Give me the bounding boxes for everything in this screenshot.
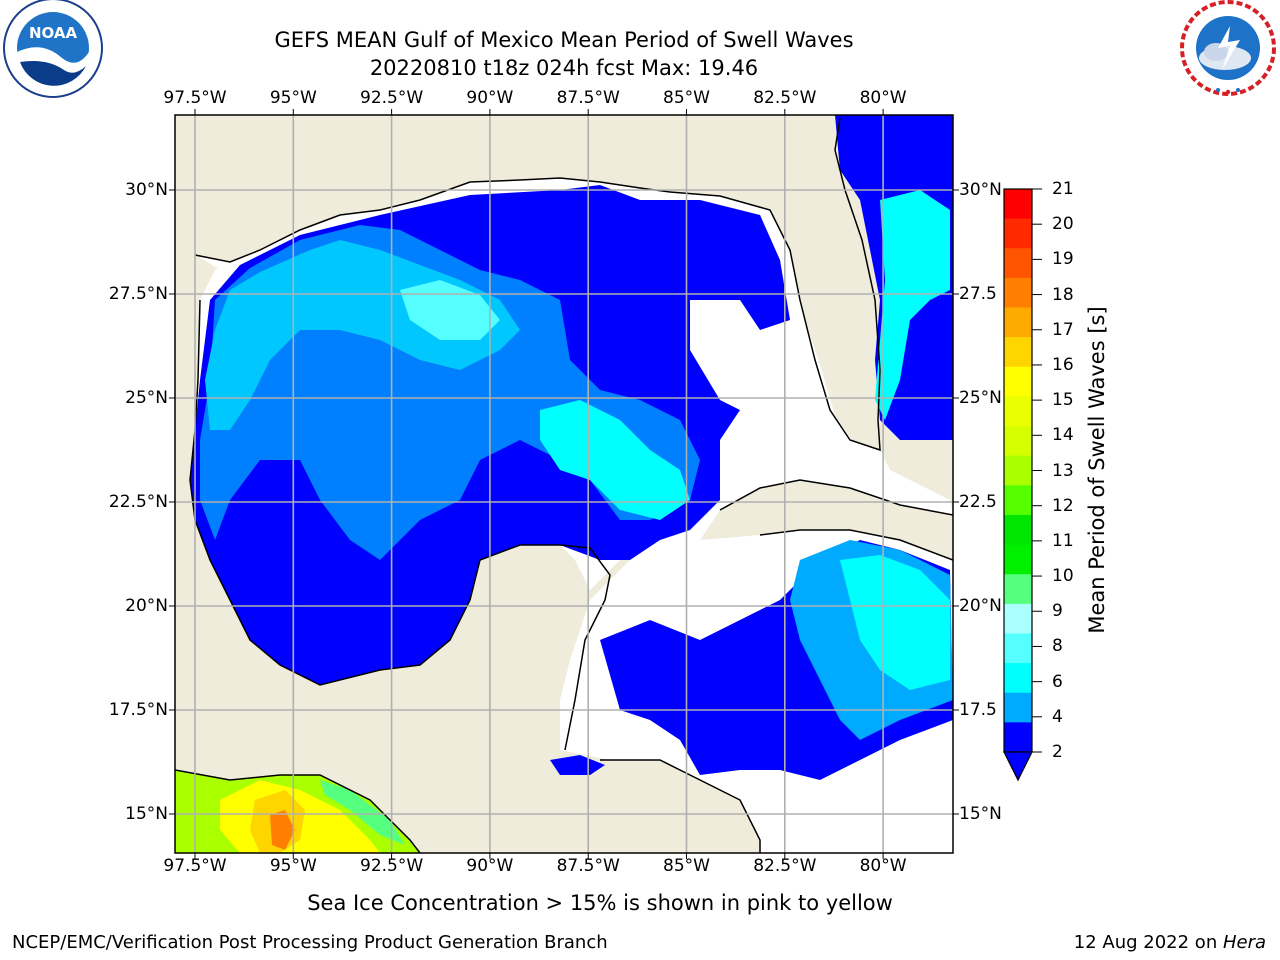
colorbar-tick-label: 20 (1052, 214, 1074, 235)
colorbar-tick-label: 16 (1052, 354, 1074, 375)
lat-tick-label-right: 25°N (959, 388, 1002, 408)
coastline-gulf (194, 117, 881, 452)
colorbar-segment (1004, 307, 1032, 338)
lon-tick-label-bottom: 92.5°W (360, 856, 424, 876)
lon-tick-label-bottom: 90°W (466, 856, 514, 876)
lon-tick-label-bottom: 82.5°W (753, 856, 817, 876)
swell-zone-caribbean-core (840, 555, 950, 690)
lon-tick-label-top: 90°W (466, 88, 514, 108)
colorbar-tick-label: 6 (1052, 671, 1063, 692)
colorbar-segment (1004, 218, 1032, 249)
colorbar-segment (1004, 663, 1032, 694)
lon-tick-label-bottom: 95°W (269, 856, 317, 876)
colorbar-segment (1004, 633, 1032, 664)
lon-tick-label-bottom: 80°W (859, 856, 907, 876)
lon-tick-label-top: 80°W (859, 88, 907, 108)
colorbar-tick-label: 11 (1052, 530, 1074, 551)
coastline-hispaniola (759, 529, 953, 561)
coastline-mexico (189, 299, 611, 751)
colorbar-segment (1004, 366, 1032, 397)
lat-tick-label-right: 30°N (959, 180, 1002, 200)
lat-tick-label-right: 20°N (959, 596, 1002, 616)
colorbar-segment (1004, 514, 1032, 546)
footer-branch: NCEP/EMC/Verification Post Processing Pr… (12, 932, 608, 953)
colorbar-tick-label: 14 (1052, 425, 1074, 446)
colorbar-segment (1004, 574, 1032, 605)
sea-ice-note: Sea Ice Concentration > 15% is shown in … (307, 891, 893, 915)
colorbar-extend-arrow (1003, 751, 1033, 782)
colorbar-label: Mean Period of Swell Waves [s] (1085, 306, 1109, 634)
lat-tick-label-left: 20°N (125, 596, 168, 616)
lat-tick-label-right: 22.5 (959, 492, 997, 512)
colorbar-segment (1004, 248, 1032, 279)
lon-tick-label-top: 82.5°W (753, 88, 817, 108)
chart-subtitle: 20220810 t18z 024h fcst Max: 19.46 (369, 56, 759, 80)
colorbar-segment (1004, 189, 1032, 220)
colorbar-segment (1004, 485, 1032, 516)
colorbar-tick-label: 9 (1052, 601, 1063, 622)
lat-tick-label-left: 15°N (125, 804, 168, 824)
colorbar-segment (1004, 455, 1032, 486)
lat-tick-label-left: 25°N (125, 388, 168, 408)
colorbar-segment (1004, 277, 1032, 309)
colorbar-tick-label: 21 (1052, 179, 1074, 199)
colorbar-tick-label: 4 (1052, 706, 1063, 727)
footer-date: 12 Aug 2022 on Hera (1074, 932, 1266, 953)
lon-tick-label-top: 92.5°W (360, 88, 424, 108)
colorbar-tick-label: 10 (1052, 566, 1074, 587)
lat-tick-label-left: 17.5°N (108, 700, 168, 720)
swell-zone-pacific-edge (320, 780, 405, 845)
colorbar-segment (1004, 426, 1032, 457)
lon-tick-label-bottom: 85°W (663, 856, 710, 876)
footer-host: Hera (1222, 932, 1266, 953)
colorbar-tick-label: 2 (1052, 742, 1063, 762)
lat-tick-label-left: 30°N (125, 180, 168, 200)
colorbar-tick-label: 19 (1052, 249, 1074, 270)
lon-tick-label-top: 85°W (663, 88, 710, 108)
noaa-logo-text: NOAA (29, 24, 78, 42)
colorbar-segment (1004, 722, 1032, 753)
coastline-central-america (175, 769, 421, 853)
lat-tick-label-right: 17.5 (959, 700, 997, 720)
swell-zone-6to8-east (540, 400, 690, 520)
colorbar-tick-label: 13 (1052, 460, 1074, 481)
colorbar-tick-label: 12 (1052, 495, 1074, 516)
colorbar-segment (1004, 692, 1032, 723)
swell-zone-6to8-north (400, 280, 500, 340)
colorbar-tick-label: 17 (1052, 319, 1074, 340)
noaa-logo: NOAA (3, 0, 103, 98)
colorbar-segment (1004, 603, 1032, 634)
coastline-honduras (600, 759, 761, 853)
colorbar-segment (1004, 396, 1032, 427)
lat-tick-label-left: 22.5°N (108, 492, 168, 512)
colorbar-tick-label: 15 (1052, 390, 1074, 411)
map-frame (174, 114, 954, 854)
swell-zone-pacific-max (270, 810, 295, 850)
nws-logo (1180, 0, 1276, 96)
colorbar-segment (1004, 337, 1032, 368)
lon-tick-label-bottom: 97.5°W (163, 856, 227, 876)
lat-tick-label-right: 27.5 (959, 284, 997, 304)
colorbar-tick-label: 18 (1052, 284, 1074, 305)
lon-tick-label-top: 87.5°W (556, 88, 620, 108)
swell-zone-atlantic-core (875, 190, 950, 420)
chart-title: GEFS MEAN Gulf of Mexico Mean Period of … (274, 28, 854, 52)
coastline-cuba (719, 479, 953, 516)
colorbar-tick-label: 8 (1052, 636, 1063, 657)
swell-zone-small (550, 755, 605, 775)
lon-tick-label-top: 95°W (269, 88, 317, 108)
lon-tick-label-top: 97.5°W (163, 88, 227, 108)
lat-tick-label-left: 27.5°N (108, 284, 168, 304)
footer-date-text: 12 Aug 2022 on (1073, 932, 1223, 953)
lon-tick-label-bottom: 87.5°W (556, 856, 620, 876)
lat-tick-label-right: 15°N (959, 804, 1002, 824)
colorbar-segment (1004, 544, 1032, 575)
